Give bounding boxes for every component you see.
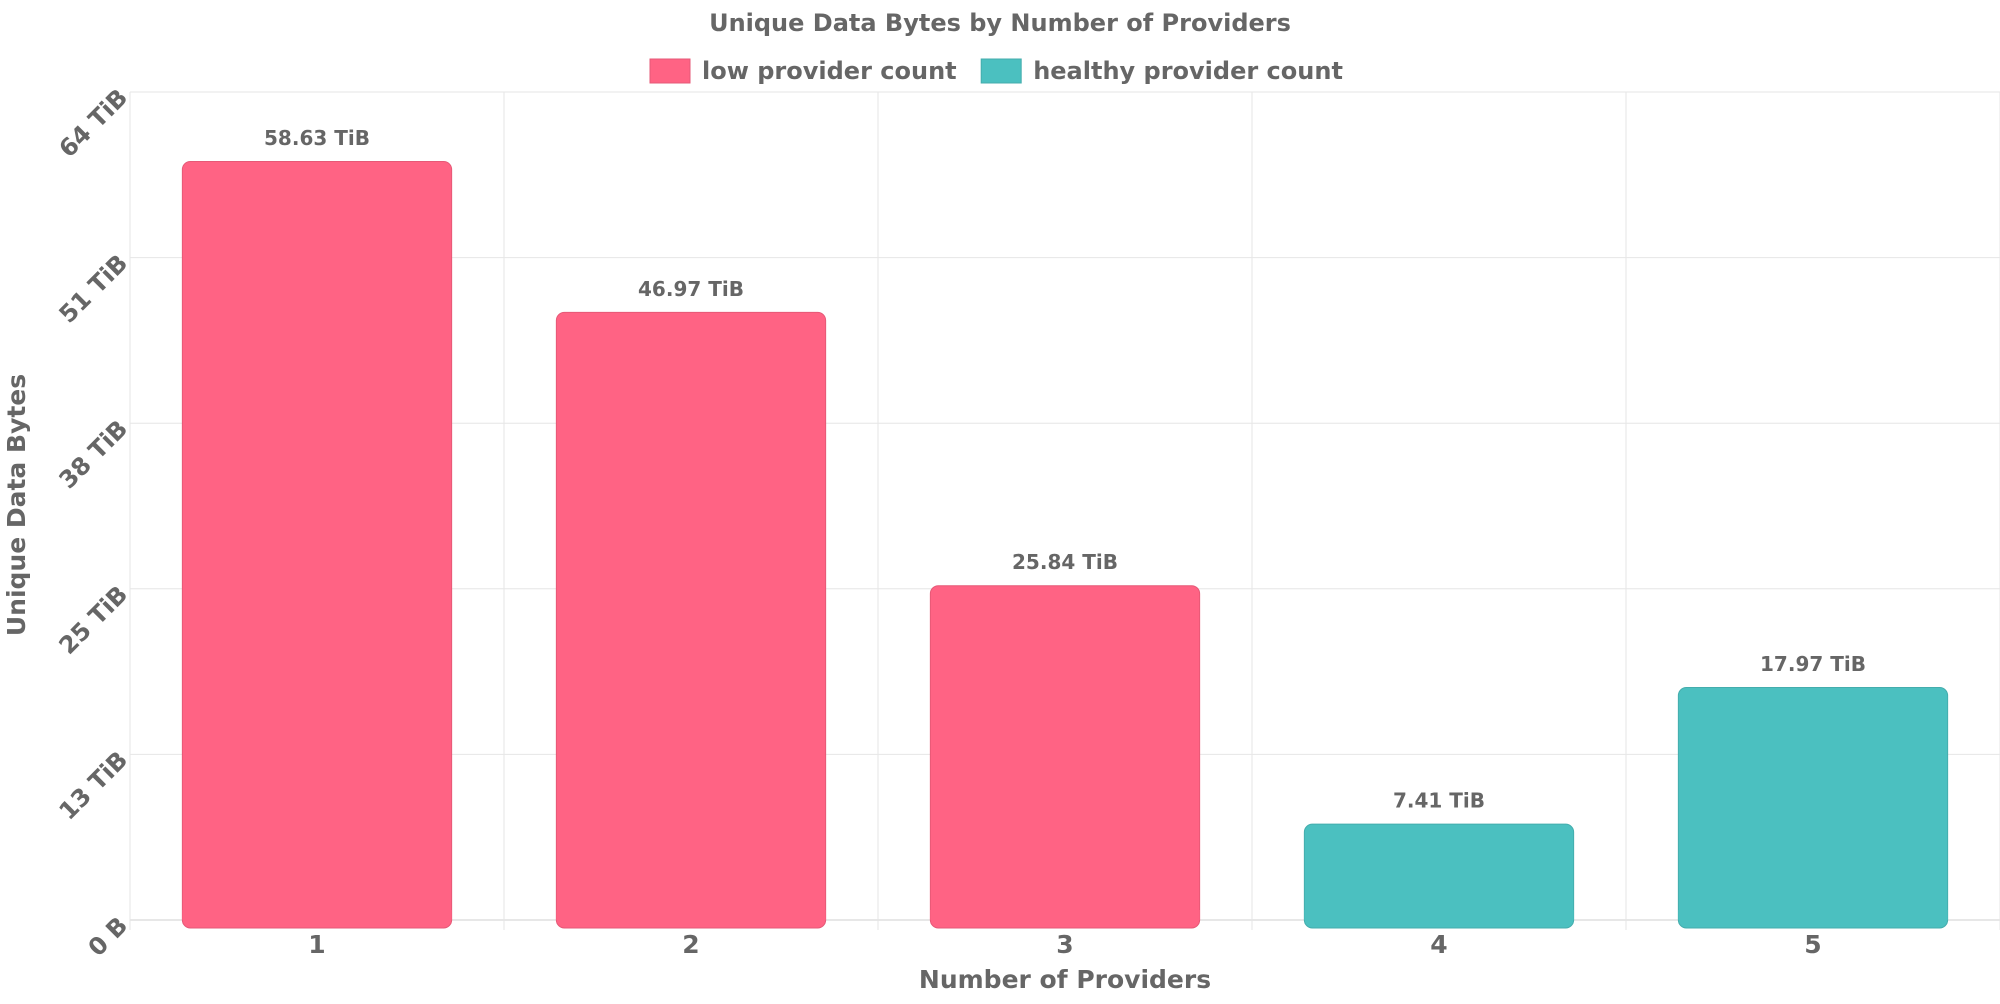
bar[interactable] xyxy=(181,160,453,929)
y-tick-label: 51 TiB xyxy=(54,249,134,329)
bar-base xyxy=(1678,910,1948,920)
legend-swatch[interactable] xyxy=(980,58,1022,84)
y-tick-label: 0 B xyxy=(83,911,133,961)
y-tick-label: 13 TiB xyxy=(54,746,134,826)
bar-base xyxy=(556,910,826,920)
bar[interactable] xyxy=(929,585,1201,929)
x-tick-label: 2 xyxy=(682,930,699,959)
y-tick-label: 64 TiB xyxy=(54,83,134,163)
legend: low provider count healthy provider count xyxy=(649,57,1343,85)
y-tick-label: 38 TiB xyxy=(54,415,134,495)
bar[interactable] xyxy=(1677,687,1949,929)
y-tick-label: 25 TiB xyxy=(54,580,134,660)
x-tick-label: 5 xyxy=(1804,930,1821,959)
legend-swatch[interactable] xyxy=(649,58,691,84)
x-tick-label: 3 xyxy=(1056,930,1073,959)
data-label: 7.41 TiB xyxy=(1393,789,1485,813)
data-label: 58.63 TiB xyxy=(264,126,370,150)
bar-base xyxy=(1304,910,1574,920)
bar-base xyxy=(182,910,452,920)
chart-title: Unique Data Bytes by Number of Providers xyxy=(709,9,1291,37)
data-labels: 58.63 TiB 46.97 TiB 25.84 TiB 7.41 TiB 17.97… xyxy=(264,126,1866,813)
bars xyxy=(181,160,1949,929)
y-axis-title: Unique Data Bytes xyxy=(2,374,31,636)
data-label: 46.97 TiB xyxy=(638,277,744,301)
x-axis-title: Number of Providers xyxy=(919,965,1211,994)
bar[interactable] xyxy=(1303,823,1575,929)
x-tick-label: 1 xyxy=(308,930,325,959)
data-label: 25.84 TiB xyxy=(1012,550,1118,574)
x-tick-label: 4 xyxy=(1430,930,1447,959)
legend-label[interactable]: low provider count xyxy=(702,57,957,85)
bar[interactable] xyxy=(555,311,827,929)
legend-label[interactable]: healthy provider count xyxy=(1033,57,1343,85)
data-label: 17.97 TiB xyxy=(1760,652,1866,676)
x-axis: 1 2 3 4 5 xyxy=(308,930,1821,959)
bar-base xyxy=(930,910,1200,920)
y-axis: 0 B 13 TiB 25 TiB 38 TiB 51 TiB 64 TiB xyxy=(54,83,134,961)
